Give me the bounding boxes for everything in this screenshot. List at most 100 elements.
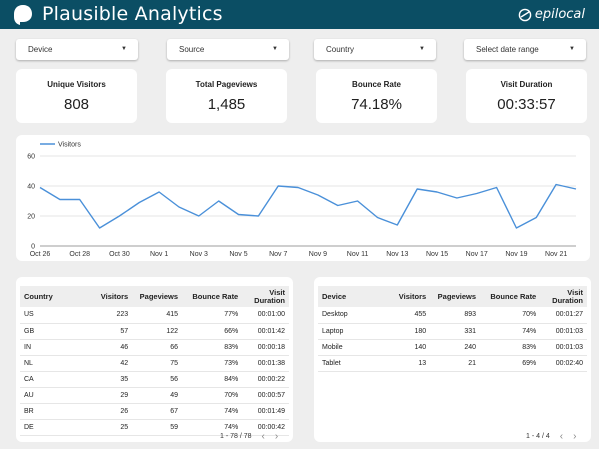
table-cell: 21 xyxy=(430,355,480,372)
prev-page-button[interactable]: ‹ xyxy=(261,431,265,442)
source-filter-label: Source xyxy=(179,45,205,54)
column-header-country[interactable]: Country xyxy=(24,291,53,301)
table-cell: 83% xyxy=(182,339,243,356)
table-cell: 223 xyxy=(82,307,133,324)
brand-logo: epilocal xyxy=(518,6,585,23)
table-cell: 67 xyxy=(132,403,182,420)
table-row: Laptop 180 331 74% 00:01:03 xyxy=(318,323,587,340)
table-cell: 75 xyxy=(132,355,182,372)
next-page-button[interactable]: › xyxy=(573,431,577,442)
next-page-button[interactable]: › xyxy=(274,431,279,442)
column-header-visitors[interactable]: Visitors xyxy=(398,291,427,301)
country-filter-dropdown[interactable]: Country ▼ xyxy=(314,39,436,60)
metric-value: 808 xyxy=(63,96,90,113)
x-tick-label: Nov 9 xyxy=(309,251,327,258)
column-header-visit-duration[interactable]: Visit Duration xyxy=(254,287,285,305)
table-cell: 77% xyxy=(182,307,243,324)
column-header-bounce-rate[interactable]: Bounce Rate xyxy=(490,291,537,301)
table-header-row: Device Visitors Pageviews Bounce Rate Vi… xyxy=(318,286,587,307)
x-tick-label: Nov 21 xyxy=(545,251,567,258)
table-cell: 73% xyxy=(182,355,243,372)
table-cell: 74% xyxy=(182,403,243,420)
column-header-visitors[interactable]: Visitors xyxy=(100,291,129,301)
series-line-visitors xyxy=(39,183,577,229)
table-row: US 223 415 77% 00:01:00 xyxy=(20,307,289,324)
visit-duration-card: Visit Duration 00:33:57 xyxy=(466,69,587,123)
x-tick-label: Nov 15 xyxy=(426,251,448,258)
source-filter-dropdown[interactable]: Source ▼ xyxy=(167,39,289,60)
table-cell: 331 xyxy=(430,323,480,340)
caret-down-icon: ▼ xyxy=(272,46,278,52)
table-cell: AU xyxy=(20,387,83,404)
device-filter-dropdown[interactable]: Device ▼ xyxy=(16,39,138,60)
table-cell: 893 xyxy=(430,307,480,324)
table-cell: 00:01:49 xyxy=(242,403,289,420)
table-cell: BR xyxy=(20,403,83,420)
x-tick-label: Nov 5 xyxy=(229,251,247,258)
prev-page-button[interactable]: ‹ xyxy=(559,431,564,442)
caret-down-icon: ▼ xyxy=(569,46,575,52)
metric-value: 00:33:57 xyxy=(497,96,556,113)
pager-range: 1 - 78 / 78 xyxy=(220,433,252,440)
metric-label: Bounce Rate xyxy=(352,80,401,89)
date-range-label: Select date range xyxy=(476,45,539,54)
table-cell: IN xyxy=(20,339,83,356)
caret-down-icon: ▼ xyxy=(419,46,425,52)
legend-label: Visitors xyxy=(58,142,81,149)
y-tick-label: 60 xyxy=(27,154,35,161)
caret-down-icon: ▼ xyxy=(121,46,127,52)
table-cell: GB xyxy=(20,323,83,340)
bounce-rate-card: Bounce Rate 74.18% xyxy=(316,69,437,123)
x-tick-label: Nov 19 xyxy=(505,251,527,258)
country-table-pager: 1 - 78 / 78 ‹ › xyxy=(220,431,278,442)
table-cell: 00:01:03 xyxy=(540,323,587,340)
column-header-device[interactable]: Device xyxy=(322,291,347,301)
device-table-body: Desktop 455 893 70% 00:01:27 Laptop 180 331 74% 0… xyxy=(318,307,587,372)
table-cell: 49 xyxy=(132,387,182,404)
metric-value: 74.18% xyxy=(351,96,402,113)
table-cell: 66 xyxy=(132,339,182,356)
device-table: Device Visitors Pageviews Bounce Rate Vi… xyxy=(318,286,587,372)
table-cell: 69% xyxy=(480,355,541,372)
table-row: Tablet 13 21 69% 00:02:40 xyxy=(318,355,587,372)
column-header-pageviews[interactable]: Pageviews xyxy=(437,291,476,301)
table-cell: 00:01:00 xyxy=(242,307,289,324)
table-row: AU 29 49 70% 00:00:57 xyxy=(20,387,289,404)
table-cell: 00:00:22 xyxy=(242,371,289,388)
x-tick-label: Nov 17 xyxy=(466,251,488,258)
date-range-dropdown[interactable]: Select date range ▼ xyxy=(464,39,586,60)
table-cell: Tablet xyxy=(318,355,381,372)
column-header-bounce-rate[interactable]: Bounce Rate xyxy=(192,291,239,301)
x-tick-label: Nov 11 xyxy=(347,251,369,258)
table-row: GB 57 122 66% 00:01:42 xyxy=(20,323,289,340)
table-cell: 00:00:18 xyxy=(242,339,289,356)
column-header-pageviews[interactable]: Pageviews xyxy=(139,291,178,301)
device-filter-label: Device xyxy=(28,45,53,54)
visitors-chart-card: 0 20 40 60 Oct 26 Oct 28 Oct 30 Nov 1 Nov 3 Nov 5… xyxy=(16,135,590,261)
table-row: DE 25 59 74% 00:00:42 xyxy=(20,419,289,436)
table-cell: 00:00:42 xyxy=(242,419,289,436)
x-tick-label: Oct 30 xyxy=(109,251,130,258)
country-table-body: US 223 415 77% 00:01:00 GB 57 122 66% 00:01:42 IN 4… xyxy=(20,307,289,436)
epilocal-logo-icon xyxy=(518,8,532,21)
x-tick-label: Oct 28 xyxy=(69,251,90,258)
x-tick-label: Nov 13 xyxy=(386,251,408,258)
y-tick-label: 20 xyxy=(27,214,35,221)
table-cell: 56 xyxy=(132,371,182,388)
table-cell: 00:01:03 xyxy=(540,339,587,356)
table-cell: 83% xyxy=(480,339,541,356)
column-header-visit-duration[interactable]: Visit Duration xyxy=(552,287,583,305)
table-cell: 00:00:57 xyxy=(242,387,289,404)
metric-label: Total Pageviews xyxy=(195,80,258,89)
table-row: CA 35 56 84% 00:00:22 xyxy=(20,371,289,388)
table-cell: 57 xyxy=(82,323,133,340)
x-tick-label: Nov 3 xyxy=(190,251,208,258)
table-cell: CA xyxy=(20,371,83,388)
country-table-card: Country Visitors Pageviews Bounce Rate V… xyxy=(16,277,293,442)
x-tick-label: Nov 7 xyxy=(269,251,287,258)
metric-value: 1,485 xyxy=(207,96,246,113)
table-row: Mobile 140 240 83% 00:01:03 xyxy=(318,339,587,356)
table-cell: 25 xyxy=(82,419,133,436)
plausible-logo-icon xyxy=(14,5,32,25)
table-cell: 74% xyxy=(480,323,541,340)
